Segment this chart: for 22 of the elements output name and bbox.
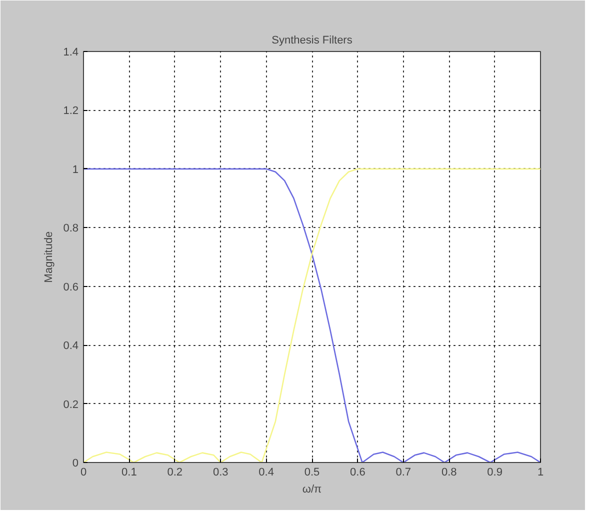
x-tick-label: 0.2 <box>167 466 183 478</box>
y-tick-label: 0.8 <box>63 222 79 235</box>
x-tick-label: 0.4 <box>258 466 274 478</box>
x-tick-label: 0.5 <box>304 466 320 478</box>
x-tick-label: 0.7 <box>396 466 412 478</box>
y-axis-title: Magnitude <box>43 231 56 283</box>
x-axis-title: ω/π <box>302 484 322 496</box>
x-tick-label: 0.8 <box>441 466 457 478</box>
x-tick-label: 0 <box>80 466 87 478</box>
y-tick-label: 0.4 <box>63 340 79 352</box>
x-tick-label: 0.1 <box>122 466 137 478</box>
x-tick-label: 0.6 <box>350 466 366 478</box>
y-tick-label: 1.4 <box>63 46 79 58</box>
x-tick-label: 0.3 <box>212 466 228 478</box>
y-tick-label: 1.2 <box>63 105 79 118</box>
y-tick-label: 0 <box>72 458 79 470</box>
x-tick-label: 0.9 <box>487 466 502 478</box>
y-tick-label: 0.6 <box>63 281 79 294</box>
x-tick-label: 1 <box>537 466 544 478</box>
y-tick-label: 1 <box>72 164 79 176</box>
y-tick-label: 0.2 <box>63 398 79 411</box>
chart-title: Synthesis Filters <box>272 34 353 46</box>
